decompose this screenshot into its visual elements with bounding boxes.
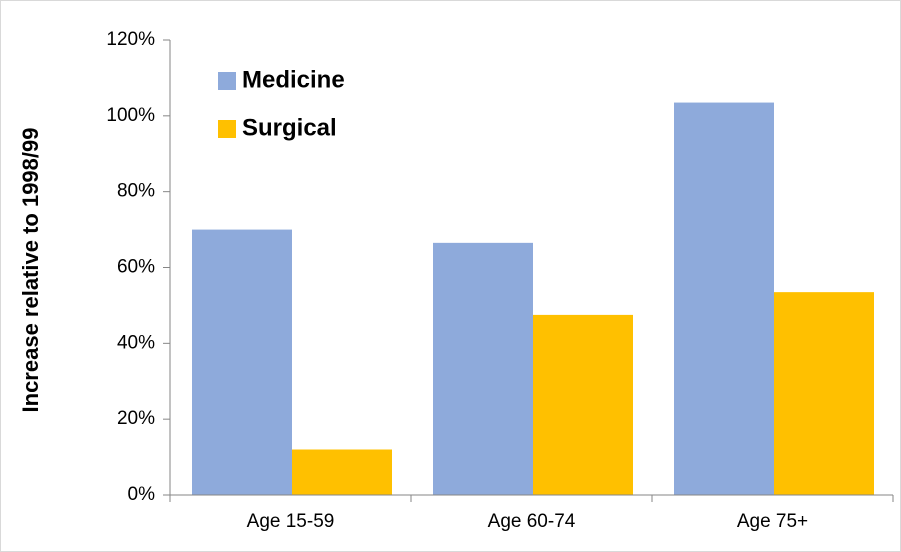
x-tick-label: Age 60-74 bbox=[488, 511, 576, 532]
bar bbox=[433, 242, 533, 495]
y-tick-label: 20% bbox=[117, 408, 155, 429]
y-tick-label: 100% bbox=[106, 105, 155, 126]
bar bbox=[674, 102, 774, 495]
x-tick-label: Age 15-59 bbox=[247, 511, 335, 532]
legend-label: Surgical bbox=[242, 114, 337, 141]
y-tick-label: 40% bbox=[117, 332, 155, 353]
legend-swatch bbox=[218, 72, 236, 90]
legend-label: Medicine bbox=[242, 66, 345, 93]
bar bbox=[533, 314, 633, 495]
legend-swatch bbox=[218, 120, 236, 138]
y-axis-label: Increase relative to 1998/99 bbox=[18, 128, 43, 413]
y-tick-label: 0% bbox=[128, 484, 156, 505]
y-tick-label: 60% bbox=[117, 257, 155, 278]
x-tick-label: Age 75+ bbox=[737, 511, 808, 532]
bar bbox=[292, 449, 392, 495]
y-tick-label: 80% bbox=[117, 181, 155, 202]
bar bbox=[192, 229, 292, 496]
bar bbox=[774, 292, 874, 495]
y-tick-label: 120% bbox=[106, 29, 155, 50]
